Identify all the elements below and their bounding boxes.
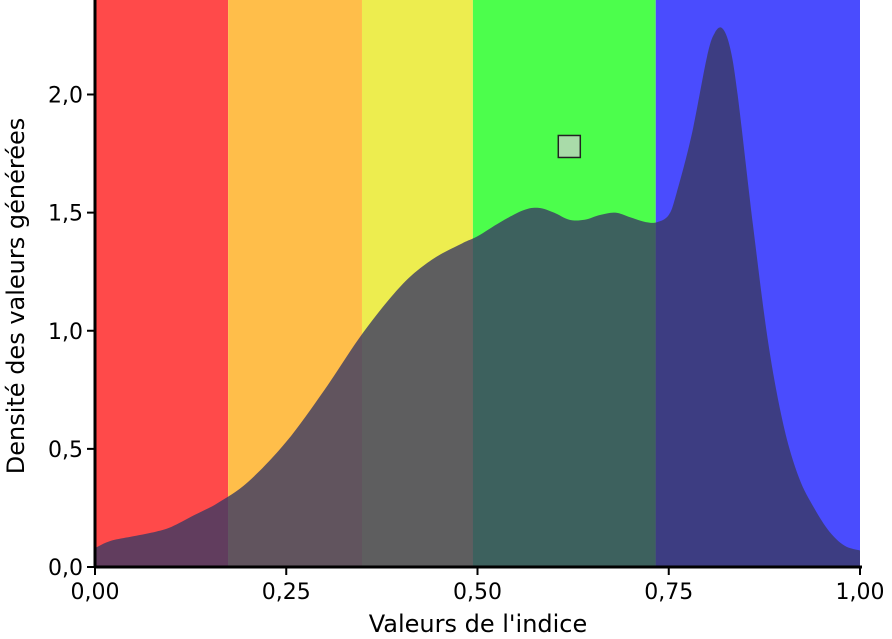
- y-axis-label: Densité des valeurs générées: [2, 118, 30, 474]
- x-tick-label: 0,25: [262, 580, 311, 605]
- x-tick-label: 0,75: [644, 580, 693, 605]
- y-tick-label: 0,5: [48, 438, 83, 463]
- point-marker: [557, 134, 582, 159]
- density-area: [95, 27, 860, 568]
- x-tick-label: 0,00: [71, 580, 120, 605]
- x-tick-label: 0,50: [453, 580, 502, 605]
- color-band-1: [95, 0, 229, 567]
- x-axis-label: Valeurs de l'indice: [369, 610, 588, 638]
- x-tick-label: 1,00: [836, 580, 885, 605]
- y-tick-label: 1,0: [48, 320, 83, 345]
- x-axis-ticks: 0,00 0,25 0,50 0,75 1,00: [71, 567, 885, 605]
- y-tick-label: 2,0: [48, 84, 83, 109]
- y-tick-label: 0,0: [48, 556, 83, 581]
- y-tick-label: 1,5: [48, 202, 83, 227]
- y-axis-ticks: 0,0 0,5 1,0 1,5 2,0: [48, 84, 95, 581]
